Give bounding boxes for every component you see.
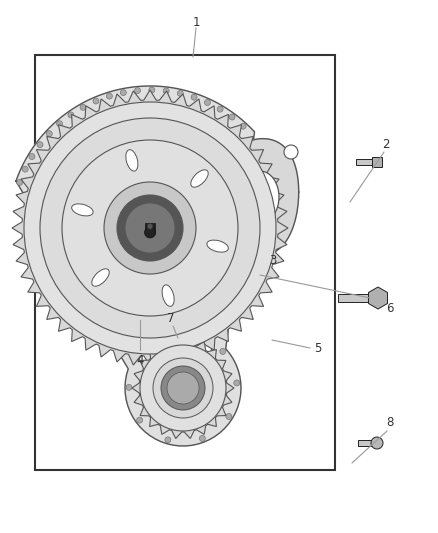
Text: 8: 8 <box>386 416 394 430</box>
Ellipse shape <box>126 150 138 171</box>
Circle shape <box>229 114 235 120</box>
Circle shape <box>250 237 260 247</box>
Circle shape <box>66 132 71 137</box>
Text: 4: 4 <box>136 353 144 367</box>
Text: 2: 2 <box>382 138 390 150</box>
Circle shape <box>31 184 35 190</box>
Circle shape <box>68 112 74 118</box>
Bar <box>145 223 155 235</box>
Circle shape <box>42 161 46 166</box>
Circle shape <box>24 102 276 354</box>
Ellipse shape <box>162 285 174 306</box>
Ellipse shape <box>72 204 93 216</box>
Bar <box>372 157 382 167</box>
Text: 6: 6 <box>386 302 394 314</box>
Circle shape <box>145 227 155 238</box>
Circle shape <box>124 104 128 109</box>
Circle shape <box>29 154 35 159</box>
Circle shape <box>57 121 63 127</box>
Circle shape <box>187 108 192 113</box>
Circle shape <box>80 104 86 110</box>
Circle shape <box>76 124 81 129</box>
Circle shape <box>153 358 213 418</box>
Circle shape <box>231 134 236 139</box>
Circle shape <box>205 100 210 106</box>
Ellipse shape <box>207 240 228 252</box>
Circle shape <box>195 423 200 428</box>
Circle shape <box>234 380 240 386</box>
Circle shape <box>210 358 215 364</box>
Circle shape <box>170 424 174 429</box>
Circle shape <box>62 140 238 316</box>
Ellipse shape <box>241 171 279 223</box>
Circle shape <box>106 93 113 99</box>
Circle shape <box>40 118 260 338</box>
Polygon shape <box>12 90 288 366</box>
Circle shape <box>111 107 116 112</box>
Circle shape <box>87 117 92 122</box>
Circle shape <box>220 382 225 387</box>
Circle shape <box>126 384 132 390</box>
Circle shape <box>177 91 183 96</box>
Bar <box>356 159 374 165</box>
Circle shape <box>161 366 205 410</box>
Circle shape <box>240 123 246 129</box>
Circle shape <box>175 104 180 109</box>
Polygon shape <box>37 108 238 424</box>
Circle shape <box>57 141 62 146</box>
Circle shape <box>211 119 215 124</box>
Circle shape <box>162 102 167 107</box>
Circle shape <box>46 131 52 136</box>
Circle shape <box>17 180 23 185</box>
Bar <box>358 440 376 446</box>
Bar <box>338 294 370 302</box>
Circle shape <box>99 111 104 116</box>
Polygon shape <box>215 139 299 255</box>
Circle shape <box>148 409 153 414</box>
Ellipse shape <box>92 269 109 286</box>
Circle shape <box>215 407 219 411</box>
Circle shape <box>137 417 143 423</box>
Circle shape <box>149 101 154 107</box>
Polygon shape <box>16 86 254 446</box>
Circle shape <box>125 203 175 253</box>
Circle shape <box>147 224 153 229</box>
Circle shape <box>136 102 141 107</box>
Circle shape <box>35 173 40 177</box>
Circle shape <box>167 372 199 404</box>
Circle shape <box>120 90 126 95</box>
Circle shape <box>37 142 43 148</box>
Ellipse shape <box>191 170 208 187</box>
Circle shape <box>149 87 155 93</box>
Circle shape <box>104 182 196 274</box>
Circle shape <box>117 195 183 261</box>
Circle shape <box>284 145 298 159</box>
Circle shape <box>163 88 169 94</box>
Circle shape <box>93 98 99 104</box>
Circle shape <box>226 414 232 419</box>
Circle shape <box>199 435 205 441</box>
Bar <box>35 55 335 470</box>
Circle shape <box>22 166 28 172</box>
Text: 3: 3 <box>269 254 277 266</box>
Circle shape <box>49 151 54 156</box>
Polygon shape <box>132 337 234 439</box>
Circle shape <box>217 106 223 112</box>
Text: 1: 1 <box>192 15 200 28</box>
Circle shape <box>165 437 171 443</box>
Circle shape <box>191 94 197 100</box>
Circle shape <box>140 345 226 431</box>
Circle shape <box>134 87 141 94</box>
Circle shape <box>141 385 145 390</box>
Circle shape <box>371 437 383 449</box>
Text: 5: 5 <box>314 342 321 354</box>
Circle shape <box>221 126 226 131</box>
Circle shape <box>199 113 204 118</box>
Circle shape <box>220 349 226 354</box>
Text: 7: 7 <box>167 311 175 325</box>
